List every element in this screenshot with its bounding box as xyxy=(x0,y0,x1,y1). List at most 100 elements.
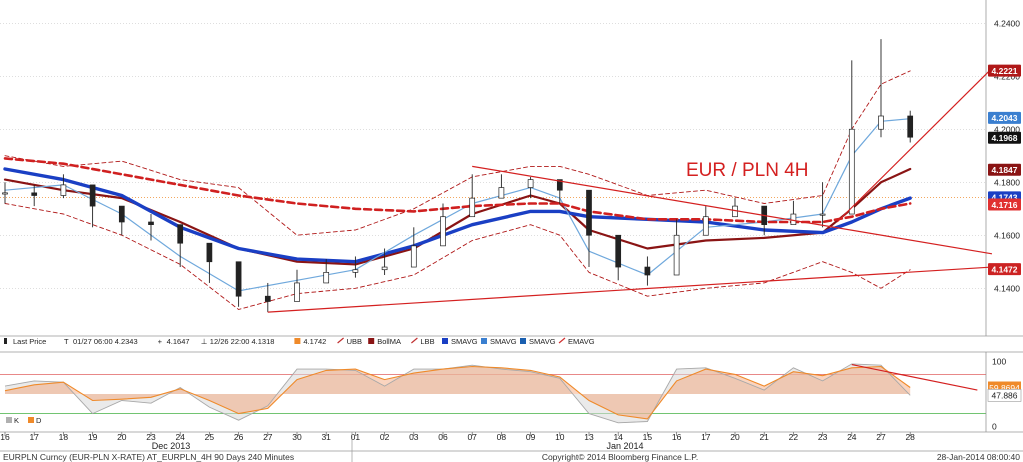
legend-label: SMAVG xyxy=(490,337,517,346)
month-label-jan: Jan 2014 xyxy=(606,441,643,451)
price-tag xyxy=(988,198,1021,211)
price-axis-tick: 4.2400 xyxy=(994,18,1020,28)
trend-line xyxy=(267,266,992,313)
series-line-lbb xyxy=(4,203,911,310)
price-legend: Last Price T 01/27 06:00 4.2343 +4.1647 ⊥ 12/… xyxy=(4,337,595,346)
candle-body xyxy=(381,266,388,271)
time-axis: 16 17 18 19 20 23 24 25 26 27 30 31 01 02 03 06 07 08 09 10… xyxy=(0,431,1023,442)
oscillator-d-area xyxy=(5,366,911,419)
time-axis-tick: 17 xyxy=(701,432,711,442)
legend-label: 4.1742 xyxy=(303,337,326,346)
legend-label: EMAVG xyxy=(568,337,595,346)
candle-body xyxy=(907,115,914,138)
legend-swatch xyxy=(442,338,448,344)
legend-label: 12/26 22:00 4.1318 xyxy=(210,337,275,346)
time-axis-tick: 28 xyxy=(905,432,915,442)
candle-body xyxy=(206,242,213,263)
time-axis-tick: 06 xyxy=(438,432,448,442)
time-axis-tick: 23 xyxy=(146,432,156,442)
legend-swatch xyxy=(481,338,487,344)
candle-body xyxy=(118,205,125,223)
time-axis-tick: 13 xyxy=(584,432,594,442)
price-axis-tick: 4.1400 xyxy=(994,283,1020,293)
time-axis-tick: 25 xyxy=(205,432,215,442)
price-axis-tick: 4.1600 xyxy=(994,230,1020,240)
candle-body xyxy=(878,115,884,130)
time-axis-tick: 20 xyxy=(730,432,740,442)
candle-body xyxy=(440,216,446,247)
candle-body xyxy=(819,213,826,216)
time-axis-tick: 19 xyxy=(88,432,98,442)
time-axis-tick: 26 xyxy=(234,432,244,442)
time-axis-tick: 10 xyxy=(555,432,565,442)
price-axis-tick: 4.2000 xyxy=(994,124,1020,134)
candle-body xyxy=(31,192,38,196)
oscillator-legend-label: K xyxy=(14,416,19,425)
time-axis-tick: 24 xyxy=(847,432,857,442)
price-tag-label: 4.1716 xyxy=(992,200,1018,210)
price-tag-label: 4.1847 xyxy=(992,165,1018,175)
oscillator-axis-tick: 100 xyxy=(992,356,1006,366)
trend-line xyxy=(836,67,993,223)
price-tag-label: 4.2043 xyxy=(992,113,1018,123)
legend-label: 4.1647 xyxy=(167,337,190,346)
trend-line xyxy=(472,165,993,255)
time-axis-tick: 22 xyxy=(789,432,799,442)
time-axis-tick: 08 xyxy=(497,432,507,442)
candle-body xyxy=(60,184,67,196)
time-axis-tick: 16 xyxy=(672,432,682,442)
candle-body xyxy=(264,295,271,302)
candle-body xyxy=(702,216,709,236)
time-axis-tick: 27 xyxy=(263,432,273,442)
candle-body xyxy=(235,261,242,297)
legend-glyph: T xyxy=(64,337,69,346)
oscillator-axis-tick: 0 xyxy=(992,422,997,432)
oscillator-legend-swatch xyxy=(28,417,34,423)
footer-center: Copyright© 2014 Bloomberg Finance L.P. xyxy=(542,452,698,462)
time-axis-tick: 21 xyxy=(759,432,769,442)
price-tag xyxy=(988,64,1021,77)
candle-body xyxy=(89,184,96,207)
legend-swatch xyxy=(411,337,418,344)
oscillator-tag xyxy=(987,389,1022,402)
time-axis-tick: 14 xyxy=(613,432,623,442)
legend-label: UBB xyxy=(347,337,362,346)
candle-body xyxy=(673,234,680,276)
time-axis-tick: 07 xyxy=(467,432,477,442)
trend-lines xyxy=(267,67,993,313)
footer-right: 28-Jan-2014 08:00:40 xyxy=(937,452,1020,462)
time-axis-tick: 03 xyxy=(409,432,419,442)
time-axis-tick: 18 xyxy=(59,432,69,442)
price-tag-label: 4.1968 xyxy=(992,133,1018,143)
oscillator-tag-label: 47.886 xyxy=(992,391,1018,401)
time-axis-tick: 31 xyxy=(321,432,331,442)
time-axis-tick: 15 xyxy=(643,432,653,442)
legend-swatch xyxy=(520,338,526,344)
price-axis-tick: 4.1800 xyxy=(994,177,1020,187)
legend-swatch xyxy=(337,337,344,344)
footer-left: EURPLN Curncy (EUR-PLN X-RATE) AT_EURPLN… xyxy=(3,452,294,462)
time-axis-tick: 09 xyxy=(526,432,536,442)
oscillator-tag-label: 59.8694 xyxy=(989,383,1020,393)
time-axis-tick: 24 xyxy=(175,432,185,442)
candle-body xyxy=(352,269,359,273)
series-line-ubb xyxy=(4,70,911,236)
legend-swatch xyxy=(558,337,566,344)
price-tag-label: 4.2221 xyxy=(992,66,1018,76)
legend-label: SMAVG xyxy=(529,337,556,346)
candle-body xyxy=(323,272,330,284)
price-tag-label: 4.1472 xyxy=(992,264,1018,274)
candle-body xyxy=(2,192,8,195)
time-axis-tick: 23 xyxy=(818,432,828,442)
price-tag-label: 4.1743 xyxy=(992,193,1018,203)
oscillator-legend-label: D xyxy=(36,416,42,425)
legend-swatch xyxy=(368,338,375,344)
candle-body xyxy=(556,179,563,191)
time-axis-tick: 30 xyxy=(292,432,302,442)
series-line-emavg xyxy=(3,157,912,224)
candle-body xyxy=(498,187,505,199)
oscillator-d-line xyxy=(4,365,911,420)
candle-body xyxy=(644,266,651,276)
